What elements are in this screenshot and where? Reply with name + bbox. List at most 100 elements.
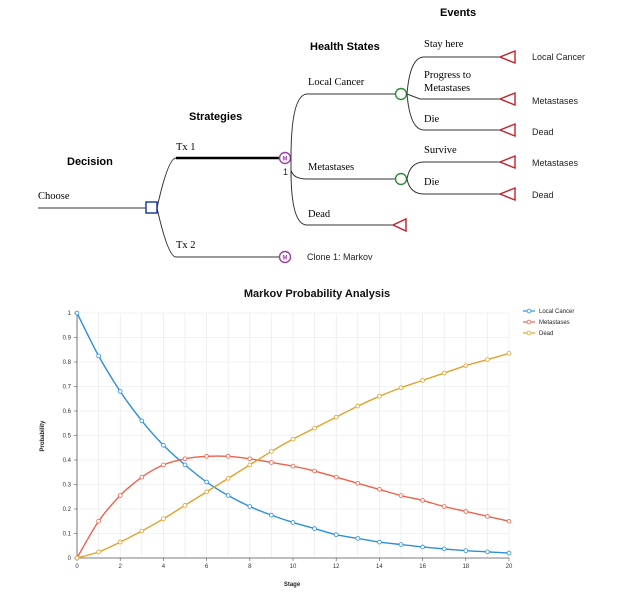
state-local-cancer-label: Local Cancer <box>308 77 365 88</box>
data-point <box>377 539 382 545</box>
x-tick-label: 2 <box>119 564 123 570</box>
data-point <box>204 489 209 495</box>
terminal-label-1: Local Cancer <box>532 52 585 62</box>
data-point <box>506 351 512 356</box>
markov-glyph-tx1: M <box>283 156 288 162</box>
chart-axes: 0 2 4 6 8 10 12 14 16 18 20 0 0.1 0.2 0.3 0.4 0.5 0.6 0.7 0… <box>63 311 513 570</box>
legend-label: Local Cancer <box>539 309 574 315</box>
x-tick-label: 8 <box>248 564 252 570</box>
legend-marker <box>526 308 532 314</box>
data-point <box>117 389 123 394</box>
data-point <box>290 520 296 525</box>
terminal-node-4[interactable] <box>498 154 516 170</box>
data-point <box>312 468 317 474</box>
data-point <box>269 449 274 454</box>
data-point <box>355 480 361 486</box>
x-tick-label: 4 <box>162 564 166 570</box>
state-local-cancer-branch <box>290 93 395 159</box>
strategy-tx2-label: Tx 2 <box>176 240 196 251</box>
data-point <box>485 514 490 519</box>
y-tick-label: 0.4 <box>63 458 72 464</box>
event-die-branch <box>406 93 500 131</box>
data-point <box>161 442 166 448</box>
x-tick-label: 14 <box>376 564 383 570</box>
terminal-label-3: Dead <box>532 127 554 137</box>
y-tick-label: 1 <box>68 311 72 317</box>
legend-marker <box>526 319 532 325</box>
event-progress-label-1: Progress to <box>424 70 471 81</box>
data-point <box>139 418 145 424</box>
data-point <box>377 393 382 399</box>
data-point <box>463 363 469 368</box>
data-point <box>420 378 425 383</box>
data-point <box>333 474 339 480</box>
data-point <box>463 509 469 514</box>
chance-node-local-cancer[interactable] <box>394 87 408 101</box>
markov-index: 1 <box>283 167 288 177</box>
data-point <box>225 493 231 498</box>
chart-series <box>74 310 512 561</box>
tx2-branch <box>156 207 279 258</box>
y-tick-label: 0.9 <box>63 336 72 342</box>
tx1-connector <box>156 157 279 209</box>
data-point <box>139 528 145 534</box>
terminal-label-5: Dead <box>532 190 554 200</box>
data-point <box>225 476 231 481</box>
data-point <box>485 357 490 362</box>
data-point <box>74 310 80 316</box>
event-progress-branch <box>406 93 500 100</box>
data-point <box>269 460 274 465</box>
y-axis-label: Probability <box>40 420 46 452</box>
state-metastases-branch <box>290 169 395 180</box>
event-die2-label: Die <box>424 177 440 188</box>
data-point <box>355 536 361 541</box>
chart-title: Markov Probability Analysis <box>244 288 390 300</box>
data-point <box>182 462 188 468</box>
y-tick-label: 0.5 <box>63 434 72 440</box>
event-stay-branch <box>406 56 500 95</box>
state-metastases-label: Metastases <box>308 162 354 173</box>
data-point <box>333 414 339 420</box>
decision-node[interactable] <box>145 201 158 214</box>
data-point <box>117 493 123 498</box>
data-point <box>204 454 209 459</box>
event-survive-label: Survive <box>424 145 457 156</box>
data-point <box>290 463 296 469</box>
series-dead <box>74 351 512 561</box>
data-point <box>485 549 490 555</box>
x-axis-label: Stage <box>284 582 301 588</box>
state-dead-label: Dead <box>308 209 331 220</box>
terminal-node-1[interactable] <box>498 49 516 65</box>
data-point <box>269 512 274 518</box>
data-point <box>398 493 404 498</box>
state-dead-branch <box>290 169 393 226</box>
y-tick-label: 0.7 <box>63 385 72 391</box>
data-point <box>398 385 404 391</box>
event-survive-branch <box>406 161 500 180</box>
data-point <box>420 498 425 503</box>
data-point <box>290 436 296 442</box>
event-die2-branch <box>406 178 500 195</box>
data-point <box>225 454 231 459</box>
header-health-states: Health States <box>310 41 380 53</box>
header-strategies: Strategies <box>189 111 242 123</box>
chance-node-metastases[interactable] <box>394 172 408 186</box>
x-tick-label: 10 <box>290 564 297 570</box>
y-tick-label: 0.8 <box>63 360 72 366</box>
terminal-node-2[interactable] <box>498 91 516 107</box>
data-point <box>247 456 253 462</box>
strategy-tx1-label: Tx 1 <box>176 142 196 153</box>
event-progress-label-2: Metastases <box>424 83 470 94</box>
terminal-node-dead-state[interactable] <box>391 217 407 233</box>
markov-node-tx2[interactable] <box>278 250 292 264</box>
clone-label: Clone 1: Markov <box>307 252 373 262</box>
x-tick-label: 20 <box>506 564 513 570</box>
terminal-node-3[interactable] <box>498 122 516 138</box>
data-point <box>182 456 188 462</box>
y-tick-label: 0 <box>68 556 72 562</box>
root-label: Choose <box>38 191 70 202</box>
terminal-node-5[interactable] <box>498 186 516 202</box>
data-point <box>441 370 447 376</box>
event-stay-label: Stay here <box>424 39 464 50</box>
